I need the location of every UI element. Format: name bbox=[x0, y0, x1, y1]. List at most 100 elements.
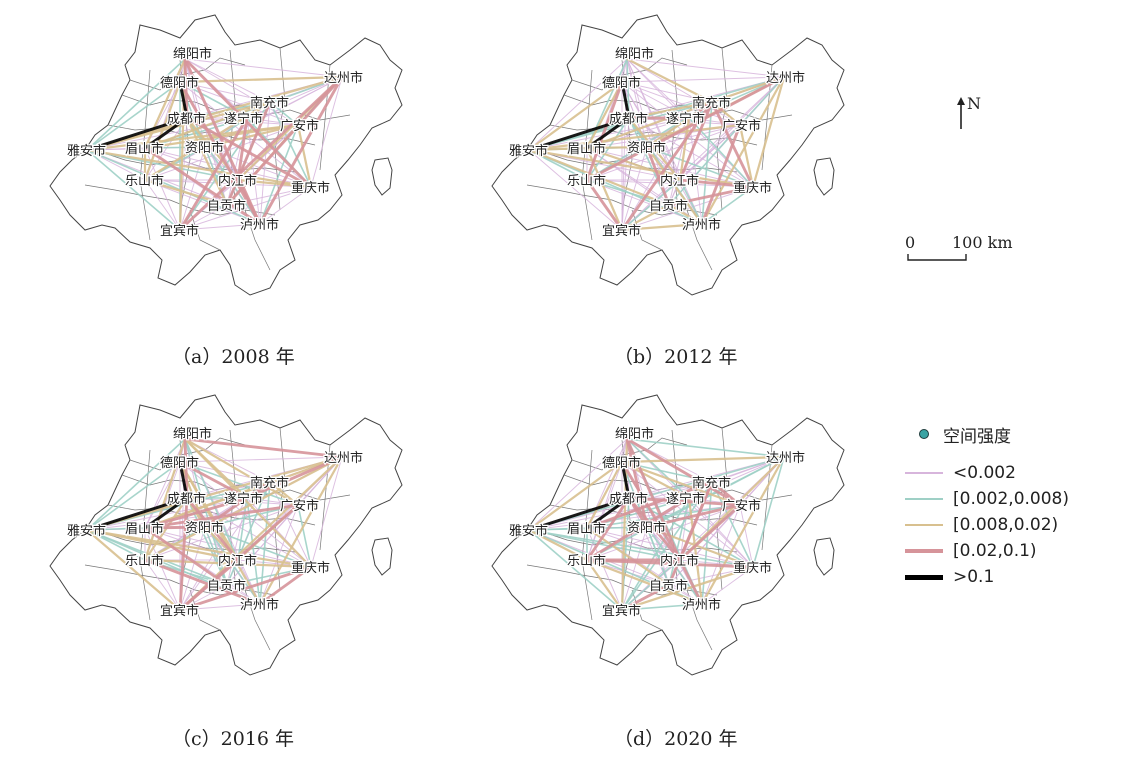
flow-line-yaan-yibin bbox=[528, 529, 623, 611]
city-label-ziyang: 资阳市 bbox=[185, 140, 224, 156]
flow-line-nanchong-chengdu bbox=[628, 100, 713, 120]
flow-line-mianyang-suining bbox=[626, 438, 690, 499]
flow-line-neijiang-yibin bbox=[621, 179, 681, 231]
flow-line-yaan-chongqing bbox=[528, 529, 754, 568]
district-boundary bbox=[571, 437, 688, 471]
legend-swatch bbox=[905, 498, 943, 500]
flow-line-chengdu-meishan bbox=[144, 116, 188, 150]
flow-line-deyang-yaan bbox=[86, 81, 181, 151]
flow-line-mianyang-yibin bbox=[621, 58, 628, 231]
region-outline-enclave bbox=[371, 157, 393, 196]
flow-line-leshan-yibin bbox=[144, 559, 181, 611]
flow-line-mianyang-ziyang bbox=[626, 58, 648, 148]
city-label-suining: 遂宁市 bbox=[224, 111, 263, 127]
scale-bar: 0 100 km bbox=[905, 232, 1025, 268]
flow-line-leshan-chongqing bbox=[586, 558, 754, 569]
flow-line-chongqing-luzhou bbox=[259, 186, 312, 225]
city-label-chengdu: 成都市 bbox=[167, 111, 206, 127]
flow-line-mianyang-guangan bbox=[184, 58, 299, 126]
city-label-nanchong: 南充市 bbox=[692, 475, 731, 491]
region-outline bbox=[491, 394, 845, 676]
flow-line-deyang-leshan bbox=[586, 461, 623, 561]
legend-item-3: [0.02,0.1) bbox=[905, 540, 1037, 562]
flow-line-ziyang-luzhou bbox=[646, 146, 703, 225]
district-boundary bbox=[581, 449, 593, 621]
city-label-guangan: 广安市 bbox=[280, 498, 319, 514]
flow-line-yaan-luzhou bbox=[528, 529, 703, 605]
flow-line-nanchong-leshan bbox=[144, 101, 271, 181]
flow-line-neijiang-chongqing bbox=[679, 178, 754, 189]
city-label-ziyang: 资阳市 bbox=[185, 520, 224, 536]
flow-line-guangan-chongqing bbox=[739, 504, 754, 568]
legend-item-0: <0.002 bbox=[905, 462, 1016, 484]
flow-line-mianyang-guangan bbox=[626, 58, 741, 126]
flow-line-neijiang-yibin bbox=[179, 558, 239, 612]
flow-line-yaan-chongqing bbox=[528, 148, 754, 189]
flow-line-dazhou-leshan bbox=[144, 456, 343, 561]
flow-line-mianyang-chongqing bbox=[183, 57, 313, 189]
city-label-guangan: 广安市 bbox=[722, 118, 761, 134]
flow-line-suining-yibin bbox=[178, 117, 249, 231]
flow-line-ziyang-zigong bbox=[646, 526, 670, 586]
flow-line-chongqing-yibin bbox=[621, 565, 754, 612]
caption-2016: （c）2016 年 bbox=[172, 728, 295, 750]
district-boundary bbox=[631, 209, 663, 251]
city-label-neijiang: 内江市 bbox=[218, 553, 257, 569]
flow-line-guangan-luzhou bbox=[700, 124, 742, 225]
flow-line-chengdu-yaan bbox=[528, 116, 630, 152]
flow-line-chengdu-yaan bbox=[86, 116, 188, 152]
city-label-chongqing: 重庆市 bbox=[291, 180, 330, 196]
legend-item-2: [0.008,0.02) bbox=[905, 514, 1058, 536]
city-label-mianyang: 绵阳市 bbox=[173, 46, 212, 62]
flow-line-suining-luzhou bbox=[246, 497, 261, 605]
flow-line-chengdu-yaan bbox=[528, 496, 630, 532]
legend-label: <0.002 bbox=[953, 463, 1016, 483]
flow-line-mianyang-zigong bbox=[184, 58, 228, 206]
flow-line-mianyang-nanchong bbox=[626, 58, 713, 103]
flow-line-guangan-chongqing bbox=[297, 504, 312, 568]
flow-line-yaan-luzhou bbox=[86, 149, 261, 225]
flow-line-meishan-neijiang bbox=[586, 527, 681, 561]
city-label-suining: 遂宁市 bbox=[666, 111, 705, 127]
legend-label: >0.1 bbox=[953, 567, 995, 587]
flow-line-chengdu-chongqing bbox=[186, 116, 312, 189]
flow-line-chongqing-zigong bbox=[668, 185, 754, 207]
flow-line-meishan-luzhou bbox=[144, 146, 261, 226]
flow-line-deyang-dazhou bbox=[621, 76, 785, 83]
city-label-yaan: 雅安市 bbox=[509, 523, 548, 539]
city-label-luzhou: 泸州市 bbox=[682, 597, 721, 613]
flow-line-dazhou-luzhou bbox=[701, 76, 785, 225]
flow-line-chongqing-zigong bbox=[668, 566, 754, 586]
flow-line-chengdu-neijiang bbox=[628, 117, 681, 181]
flow-line-mianyang-chengdu bbox=[626, 58, 630, 119]
city-label-mianyang: 绵阳市 bbox=[615, 426, 654, 442]
flow-line-deyang-chengdu bbox=[178, 461, 189, 499]
legend-swatch bbox=[905, 574, 943, 580]
flow-line-deyang-yaan bbox=[86, 461, 181, 531]
city-label-luzhou: 泸州市 bbox=[240, 217, 279, 233]
flow-line-mianyang-yaan bbox=[86, 438, 186, 531]
city-label-guangan: 广安市 bbox=[722, 498, 761, 514]
flow-line-dazhou-chongqing bbox=[751, 76, 786, 188]
flow-line-ziyang-yibin bbox=[621, 146, 648, 231]
city-label-nanchong: 南充市 bbox=[692, 95, 731, 111]
city-label-yibin: 宜宾市 bbox=[602, 223, 641, 239]
caption-2012: （b）2012 年 bbox=[614, 346, 738, 368]
city-label-chongqing: 重庆市 bbox=[733, 560, 772, 576]
district-boundary bbox=[129, 437, 246, 471]
legend-label: [0.008,0.02) bbox=[953, 515, 1059, 535]
legend-swatch bbox=[905, 472, 943, 474]
map-panel-2020: 绵阳市 德阳市 达州市 南充市 成都市 遂宁市 广安市 雅安市 眉山市 资阳市 乐山市 内江市 重庆市自… bbox=[472, 390, 892, 720]
flow-line-guangan-chongqing bbox=[296, 124, 313, 188]
flow-line-meishan-neijiang bbox=[144, 527, 239, 561]
flow-line-nanchong-meishan bbox=[144, 480, 271, 530]
map-panel-2016: 绵阳市 德阳市 达州市 南充市 成都市 遂宁市 广安市 雅安市 眉山市 资阳市 乐山市 内江市 重庆市自… bbox=[30, 390, 450, 720]
flow-line-deyang-meishan bbox=[586, 461, 623, 529]
flow-line-chengdu-yaan bbox=[86, 496, 188, 532]
city-label-zigong: 自贡市 bbox=[649, 198, 688, 214]
flow-line-suining-luzhou bbox=[688, 117, 703, 225]
flow-line-mianyang-chongqing bbox=[184, 438, 312, 568]
city-label-chengdu: 成都市 bbox=[167, 491, 206, 507]
flow-line-deyang-neijiang bbox=[620, 461, 682, 561]
